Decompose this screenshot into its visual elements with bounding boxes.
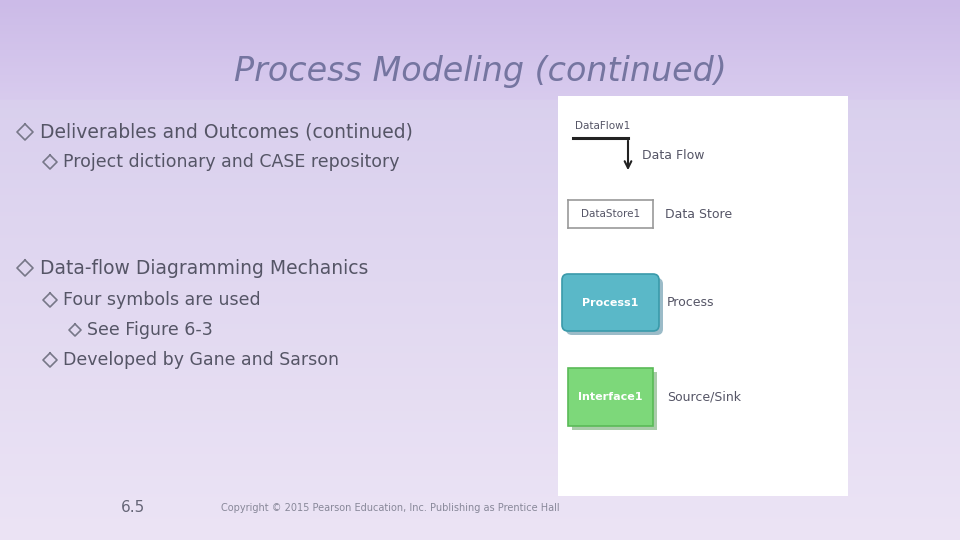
Text: Deliverables and Outcomes (continued): Deliverables and Outcomes (continued) [40, 123, 413, 141]
Text: Data Store: Data Store [665, 207, 732, 220]
Text: Interface1: Interface1 [578, 392, 643, 402]
Text: DataFlow1: DataFlow1 [575, 121, 631, 131]
Text: Data-flow Diagramming Mechanics: Data-flow Diagramming Mechanics [40, 259, 369, 278]
Text: Project dictionary and CASE repository: Project dictionary and CASE repository [63, 153, 399, 171]
Text: Four symbols are used: Four symbols are used [63, 291, 260, 309]
FancyBboxPatch shape [566, 278, 663, 335]
Text: Copyright © 2015 Pearson Education, Inc. Publishing as Prentice Hall: Copyright © 2015 Pearson Education, Inc.… [221, 503, 560, 513]
Text: Process: Process [667, 296, 714, 309]
Text: See Figure 6-3: See Figure 6-3 [87, 321, 213, 339]
Bar [558, 96, 848, 496]
Bar [572, 372, 657, 430]
Text: Data Flow: Data Flow [642, 149, 705, 162]
Text: DataStore1: DataStore1 [581, 209, 640, 219]
Text: Source/Sink: Source/Sink [667, 390, 741, 403]
Text: 6.5: 6.5 [121, 501, 145, 516]
Text: Developed by Gane and Sarson: Developed by Gane and Sarson [63, 351, 339, 369]
Bar [568, 368, 653, 426]
Text: Process Modeling (continued): Process Modeling (continued) [233, 56, 727, 89]
FancyBboxPatch shape [562, 274, 659, 331]
Text: Process1: Process1 [583, 298, 638, 307]
